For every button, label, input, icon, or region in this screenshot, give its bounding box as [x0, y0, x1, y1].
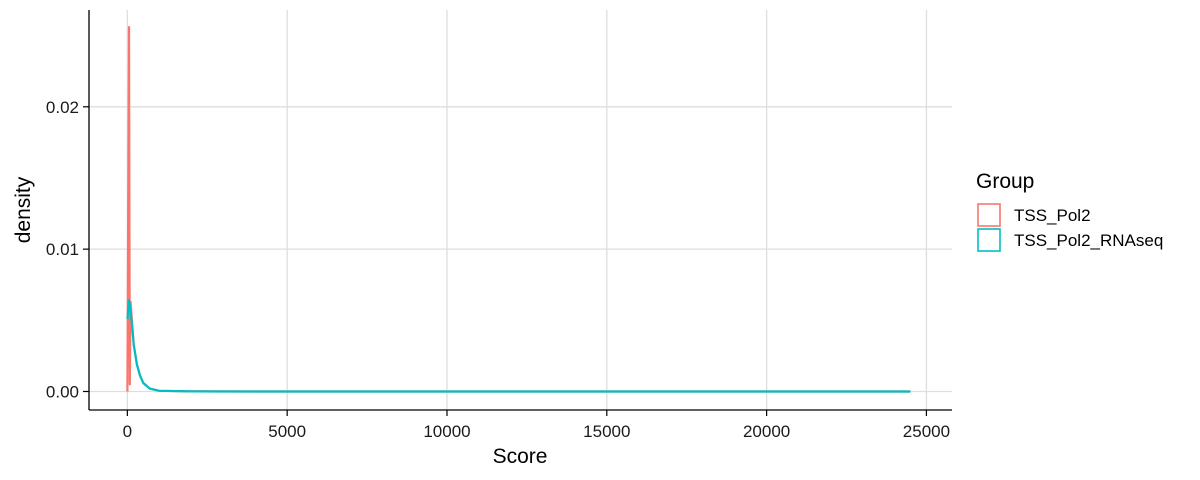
y-tick-label: 0.01: [46, 240, 79, 259]
y-tick-label: 0.00: [46, 382, 79, 401]
x-tick-label: 10000: [423, 422, 470, 441]
legend-key-tss-pol2: [977, 203, 1001, 227]
legend-label: TSS_Pol2_RNAseq: [1014, 231, 1163, 250]
y-axis-title: density: [12, 176, 35, 243]
x-ticks: 0 5000 10000 15000 20000 25000: [123, 410, 950, 441]
legend-key-tss-pol2-rnaseq: [977, 228, 1001, 252]
series-layer: [126, 26, 911, 393]
series-line-tss-pol2-rnaseq: [126, 299, 911, 393]
legend-items: TSS_Pol2 TSS_Pol2_RNAseq: [977, 203, 1163, 252]
axes: [88, 10, 952, 411]
x-tick-label: 15000: [583, 422, 630, 441]
x-tick-label: 25000: [903, 422, 950, 441]
legend-title: Group: [976, 170, 1034, 193]
x-axis-title: Score: [493, 445, 548, 468]
y-tick-label: 0.02: [46, 98, 79, 117]
x-tick-label: 20000: [743, 422, 790, 441]
x-tick-label: 0: [123, 422, 132, 441]
legend: Group TSS_Pol2 TSS_Pol2_RNAseq: [976, 170, 1163, 252]
y-ticks: 0.00 0.01 0.02: [46, 98, 89, 401]
legend-label: TSS_Pol2: [1014, 206, 1091, 225]
grid-lines: [89, 10, 952, 410]
series-line-tss-pol2: [126, 26, 911, 393]
x-tick-label: 5000: [268, 422, 306, 441]
